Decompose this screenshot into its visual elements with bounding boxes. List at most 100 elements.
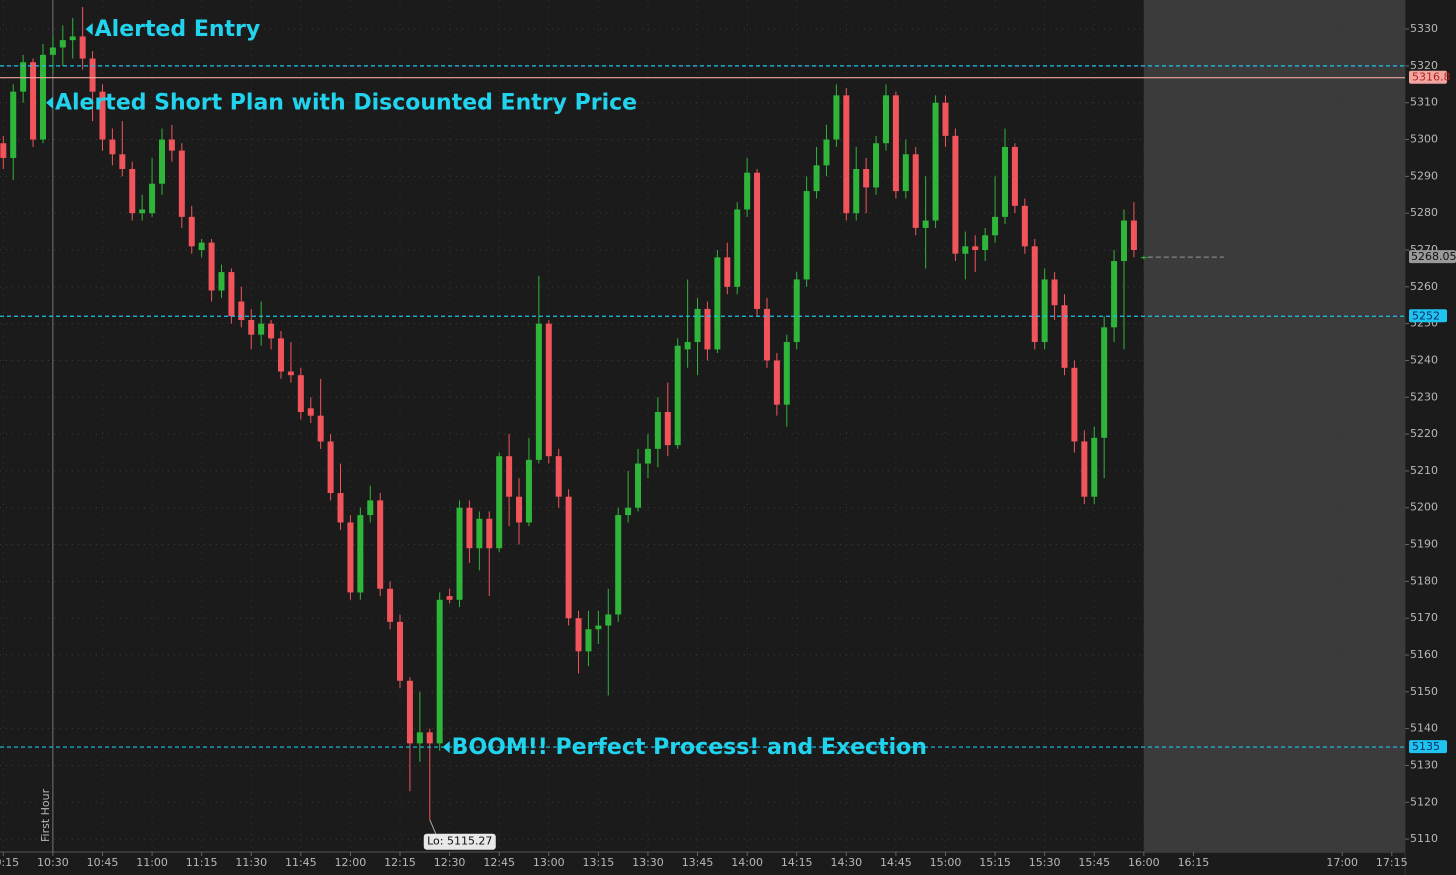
candle-body [1021,205,1028,247]
candle-body [317,415,324,442]
y-tick-label: 5290 [1410,169,1438,182]
candle-body [357,515,364,593]
candle-body [873,143,880,188]
annotation-pointer [45,96,53,109]
y-tick-label: 5120 [1410,795,1438,808]
candle-body [466,507,473,549]
candle-body [268,323,275,339]
y-tick-label: 5220 [1410,427,1438,440]
candle-body [1031,246,1038,343]
annotation: Alerted Entry [95,17,261,42]
y-tick-label: 5180 [1410,574,1438,587]
y-tick-label: 5170 [1410,611,1438,624]
annotation-pointer [85,23,93,36]
candle-body [446,596,453,600]
y-tick-label: 5200 [1410,501,1438,514]
candle-body [754,172,761,309]
candle-body [704,308,711,350]
x-tick-label: 12:45 [483,856,515,869]
candle-body [902,154,909,192]
candle-body [932,102,939,221]
candle-body [89,58,96,92]
y-tick-label: 5330 [1410,22,1438,35]
candle-body [10,91,17,158]
candle-body [119,154,126,170]
candle-body [525,459,532,523]
candle-body [625,507,632,516]
x-tick-label: 16:00 [1128,856,1160,869]
y-tick-label: 5160 [1410,648,1438,661]
candle-body [982,235,989,251]
candle-body [1001,146,1008,217]
y-tick-label: 5280 [1410,206,1438,219]
candle-body [535,323,542,460]
annotation: BOOM!! Perfect Process! and Exection [452,735,927,760]
y-tick-label: 5240 [1410,353,1438,366]
low-marker-box [423,833,496,850]
candle-body [952,135,959,254]
y-tick-label: 5140 [1410,722,1438,735]
candle-body [69,36,76,41]
x-tick-label: 11:30 [235,856,267,869]
candle-body [506,456,513,497]
y-tick-label: 5230 [1410,390,1438,403]
candle-body [942,102,949,136]
level-label-box [1409,70,1447,84]
candle-body [129,169,136,214]
candle-body [1091,437,1098,497]
x-tick-label: 15:30 [1029,856,1061,869]
candle-body [377,500,384,589]
candle-body [972,246,979,251]
x-tick-label: 14:30 [830,856,862,869]
candle-body [783,342,790,405]
x-tick-label: 14:45 [880,856,912,869]
candle-body [367,500,374,516]
y-tick-label: 5150 [1410,685,1438,698]
candle-body [426,732,433,744]
candle-body [615,515,622,615]
x-tick-label: 16:15 [1178,856,1210,869]
candle-body [416,732,423,744]
candle-body [892,95,899,192]
candle-body [773,360,780,405]
after-hours-shade [1143,0,1405,852]
candle-body [79,36,86,59]
candle-body [278,338,284,372]
candle-body [347,522,354,593]
x-tick-label: 13:15 [583,856,615,869]
x-tick-label: 13:00 [533,856,565,869]
x-tick-label: 15:45 [1078,856,1110,869]
candle-body [476,518,483,549]
x-tick-label: 17:00 [1326,856,1358,869]
candle-body [456,507,463,600]
candle-body [168,139,175,151]
candle-body [1041,279,1048,343]
candle-body [109,139,116,155]
candle-body [39,54,46,140]
candle-body [734,209,741,287]
annotation-pointer [442,741,450,754]
candle-body [198,242,205,251]
candle-body [20,62,27,92]
candle-body [1061,305,1068,368]
x-tick-label: 11:45 [285,856,317,869]
candle-body [545,323,552,457]
x-tick-label: 11:15 [186,856,218,869]
candle-body [763,308,770,361]
candle-body [1071,367,1078,442]
y-tick-label: 5110 [1410,832,1438,845]
candle-body [962,246,969,254]
candle-body [853,169,860,214]
candle-body [1130,220,1137,251]
candle-body [654,412,661,449]
y-tick-label: 5300 [1410,133,1438,146]
candle-body [813,165,820,192]
candle-body [297,375,304,413]
candle-body [644,448,651,464]
x-tick-label: 10:30 [37,856,69,869]
candle-body [922,220,929,228]
x-tick-label: 10:45 [87,856,119,869]
y-tick-label: 5130 [1410,758,1438,771]
candle-body [605,614,612,626]
